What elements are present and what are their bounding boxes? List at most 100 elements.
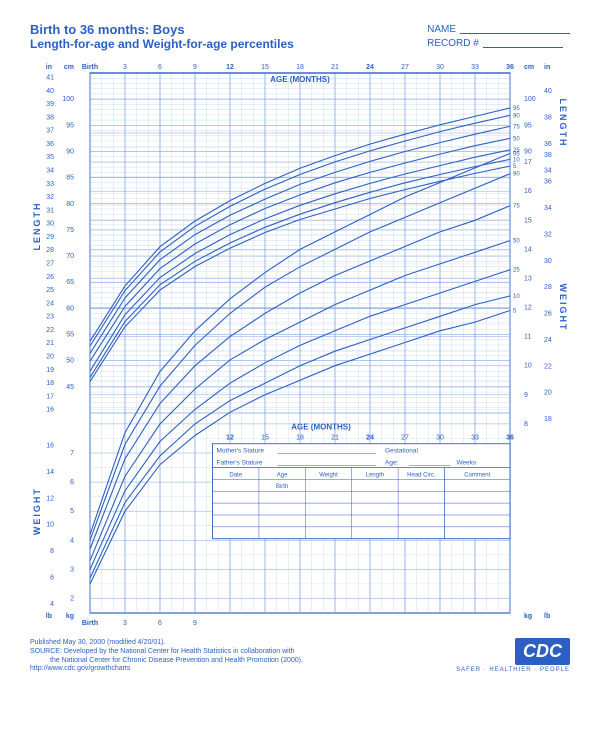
svg-text:21: 21 — [46, 340, 54, 347]
svg-text:17: 17 — [524, 159, 532, 166]
svg-text:85: 85 — [66, 175, 74, 182]
source-url[interactable]: http://www.cdc.gov/growthcharts — [30, 665, 130, 672]
svg-text:34: 34 — [544, 168, 552, 175]
svg-text:30: 30 — [46, 221, 54, 228]
svg-text:WEIGHT: WEIGHT — [32, 487, 42, 535]
svg-text:33: 33 — [46, 181, 54, 188]
svg-text:10: 10 — [46, 522, 54, 529]
cdc-logo: CDC — [515, 638, 570, 665]
svg-text:36: 36 — [46, 141, 54, 148]
svg-text:2: 2 — [70, 595, 74, 602]
svg-text:20: 20 — [544, 390, 552, 397]
svg-text:35: 35 — [46, 154, 54, 161]
svg-text:20: 20 — [46, 354, 54, 361]
svg-text:90: 90 — [66, 148, 74, 155]
svg-text:65: 65 — [66, 279, 74, 286]
svg-text:4: 4 — [50, 601, 54, 608]
svg-text:Age:: Age: — [385, 459, 399, 466]
name-field[interactable] — [460, 24, 570, 34]
svg-text:10: 10 — [513, 157, 520, 163]
svg-text:23: 23 — [46, 314, 54, 321]
svg-text:31: 31 — [46, 207, 54, 214]
svg-text:6: 6 — [158, 620, 162, 627]
svg-text:5: 5 — [70, 508, 74, 515]
svg-text:17: 17 — [46, 393, 54, 400]
svg-text:36: 36 — [544, 141, 552, 148]
svg-text:Length: Length — [366, 472, 384, 478]
svg-text:22: 22 — [46, 327, 54, 334]
svg-text:6: 6 — [50, 574, 54, 581]
svg-text:Age: Age — [277, 472, 288, 478]
svg-text:6: 6 — [158, 64, 162, 71]
title-line2: Length-for-age and Weight-for-age percen… — [30, 37, 294, 51]
svg-text:16: 16 — [524, 188, 532, 195]
svg-text:AGE (MONTHS): AGE (MONTHS) — [270, 75, 330, 84]
svg-text:95: 95 — [524, 122, 532, 129]
svg-text:29: 29 — [46, 234, 54, 241]
svg-text:33: 33 — [471, 64, 479, 71]
svg-text:7: 7 — [70, 450, 74, 457]
svg-text:36: 36 — [506, 64, 514, 71]
svg-text:Head Circ.: Head Circ. — [407, 472, 436, 478]
svg-text:9: 9 — [193, 620, 197, 627]
svg-text:95: 95 — [513, 106, 520, 112]
svg-text:LENGTH: LENGTH — [558, 99, 568, 148]
svg-text:30: 30 — [436, 64, 444, 71]
svg-text:55: 55 — [66, 332, 74, 339]
svg-text:90: 90 — [513, 113, 520, 119]
svg-text:Birth: Birth — [82, 620, 98, 627]
svg-text:14: 14 — [524, 246, 532, 253]
svg-text:95: 95 — [513, 151, 520, 157]
svg-text:34: 34 — [544, 205, 552, 212]
svg-text:WEIGHT: WEIGHT — [558, 284, 568, 332]
svg-text:8: 8 — [524, 421, 528, 428]
svg-text:75: 75 — [513, 124, 520, 130]
svg-text:5: 5 — [513, 308, 517, 314]
svg-text:40: 40 — [544, 88, 552, 95]
svg-text:90: 90 — [524, 148, 532, 155]
svg-text:21: 21 — [331, 435, 339, 442]
svg-text:9: 9 — [524, 392, 528, 399]
svg-text:11: 11 — [524, 334, 531, 341]
svg-text:38: 38 — [544, 114, 552, 121]
svg-text:39: 39 — [46, 101, 54, 108]
svg-text:12: 12 — [46, 495, 54, 502]
svg-text:90: 90 — [513, 172, 520, 178]
svg-text:24: 24 — [366, 435, 374, 442]
svg-text:kg: kg — [524, 613, 532, 620]
svg-text:18: 18 — [46, 380, 54, 387]
svg-text:38: 38 — [544, 152, 552, 159]
svg-text:Comment: Comment — [464, 472, 490, 478]
svg-text:Weeks: Weeks — [456, 459, 476, 466]
svg-text:8: 8 — [50, 548, 54, 555]
svg-text:30: 30 — [544, 258, 552, 265]
svg-text:36: 36 — [506, 435, 514, 442]
svg-text:Mother's Stature: Mother's Stature — [217, 448, 265, 455]
cdc-tagline: SAFER · HEALTHIER · PEOPLE — [456, 667, 570, 675]
svg-text:kg: kg — [66, 613, 74, 620]
svg-text:16: 16 — [46, 407, 54, 414]
svg-text:25: 25 — [46, 287, 54, 294]
svg-text:12: 12 — [226, 64, 234, 71]
svg-text:95: 95 — [66, 122, 74, 129]
svg-text:50: 50 — [513, 239, 520, 245]
svg-text:100: 100 — [62, 96, 74, 103]
svg-text:60: 60 — [66, 305, 74, 312]
name-label: NAME — [427, 24, 456, 35]
footer: Published May 30, 2000 (modified 4/20/01… — [30, 639, 570, 674]
svg-text:Father's Stature: Father's Stature — [217, 459, 263, 466]
svg-text:26: 26 — [46, 274, 54, 281]
svg-text:28: 28 — [46, 247, 54, 254]
svg-text:30: 30 — [436, 435, 444, 442]
svg-text:27: 27 — [46, 261, 54, 268]
svg-text:19: 19 — [46, 367, 54, 374]
svg-text:75: 75 — [66, 227, 74, 234]
svg-text:70: 70 — [66, 253, 74, 260]
record-field[interactable] — [483, 38, 563, 48]
svg-text:18: 18 — [296, 64, 304, 71]
svg-text:14: 14 — [46, 469, 54, 476]
svg-text:3: 3 — [123, 620, 127, 627]
svg-text:Birth: Birth — [276, 484, 288, 490]
svg-text:24: 24 — [366, 64, 374, 71]
svg-text:15: 15 — [524, 217, 532, 224]
